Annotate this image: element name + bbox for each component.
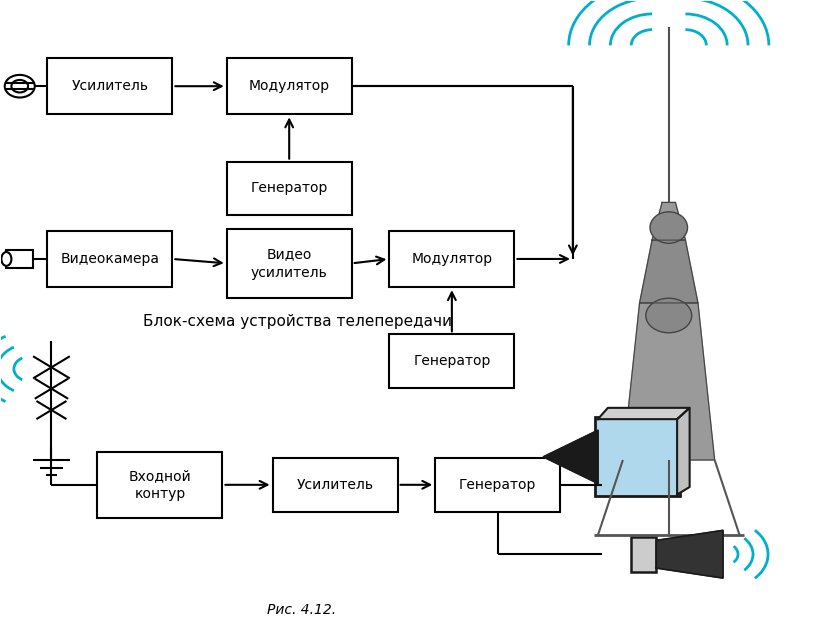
Polygon shape: [651, 203, 685, 240]
Polygon shape: [676, 408, 689, 495]
FancyBboxPatch shape: [594, 417, 679, 497]
Text: Модулятор: Модулятор: [410, 252, 492, 266]
Polygon shape: [655, 530, 722, 578]
Text: Усилитель: Усилитель: [71, 80, 148, 93]
FancyBboxPatch shape: [227, 58, 351, 114]
Polygon shape: [622, 303, 714, 460]
Text: Модулятор: Модулятор: [248, 80, 329, 93]
FancyBboxPatch shape: [435, 458, 559, 512]
Circle shape: [5, 75, 35, 98]
FancyBboxPatch shape: [389, 334, 514, 387]
FancyBboxPatch shape: [227, 229, 351, 298]
FancyBboxPatch shape: [273, 458, 397, 512]
FancyBboxPatch shape: [47, 58, 172, 114]
Polygon shape: [639, 240, 697, 303]
FancyBboxPatch shape: [7, 249, 33, 268]
Ellipse shape: [645, 298, 691, 333]
Text: Входной
контур: Входной контур: [129, 469, 191, 501]
FancyBboxPatch shape: [227, 162, 351, 215]
Text: Генератор: Генератор: [413, 354, 490, 368]
Text: Рис. 4.12.: Рис. 4.12.: [267, 603, 336, 616]
Text: Генератор: Генератор: [250, 181, 328, 195]
Polygon shape: [597, 408, 689, 419]
Ellipse shape: [2, 252, 12, 266]
Text: Усилитель: Усилитель: [296, 478, 373, 492]
FancyBboxPatch shape: [47, 231, 172, 287]
FancyBboxPatch shape: [630, 537, 655, 572]
FancyBboxPatch shape: [389, 231, 514, 287]
FancyBboxPatch shape: [97, 452, 222, 518]
Text: Генератор: Генератор: [458, 478, 536, 492]
Text: Видеокамера: Видеокамера: [60, 252, 159, 266]
Text: Блок-схема устройства телепередачи: Блок-схема устройства телепередачи: [143, 314, 451, 329]
Circle shape: [12, 80, 28, 93]
Text: Видео
усилитель: Видео усилитель: [251, 247, 327, 280]
Ellipse shape: [650, 212, 686, 244]
Polygon shape: [543, 430, 597, 483]
